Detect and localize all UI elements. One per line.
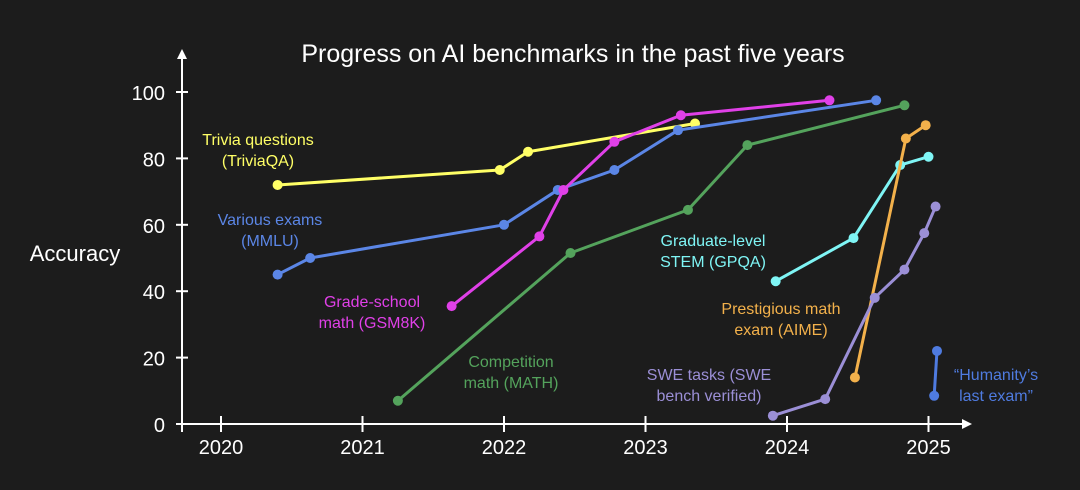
series-label: Grade-school math (GSM8K) (319, 294, 426, 332)
series-label-line: math (MATH) (464, 375, 559, 392)
data-point (675, 110, 686, 121)
x-tick-label: 2023 (623, 437, 668, 459)
data-point (272, 269, 283, 280)
x-tick-label: 2021 (340, 437, 385, 459)
series-label-line: SWE tasks (SWE (647, 367, 771, 384)
data-point (673, 125, 684, 136)
data-point (920, 120, 931, 131)
chart-title: Progress on AI benchmarks in the past fi… (301, 40, 844, 68)
data-point (534, 231, 545, 242)
data-point (899, 100, 910, 111)
data-point (272, 179, 283, 190)
y-axis-arrow (177, 49, 187, 59)
y-tick-label: 20 (143, 349, 165, 371)
y-tick-label: 80 (143, 149, 165, 171)
series-label: “Humanity’s last exam” (954, 367, 1038, 405)
data-point (899, 264, 910, 275)
series-line (450, 98, 831, 308)
series-label-line: Various exams (218, 212, 323, 229)
data-point (871, 95, 882, 106)
x-tick-label: 2022 (482, 437, 527, 459)
series-label-line: math (GSM8K) (319, 315, 426, 332)
data-point (558, 184, 569, 195)
data-point (930, 201, 941, 212)
data-point (446, 301, 457, 312)
data-point (919, 228, 930, 239)
data-point (900, 133, 911, 144)
data-point (609, 136, 620, 147)
series-labels: Trivia questions (TriviaQA) Various exams (… (202, 132, 1038, 405)
data-point (682, 204, 693, 215)
series-label-line: (TriviaQA) (222, 153, 294, 170)
data-point (824, 95, 835, 106)
series-label: Various exams (MMLU) (218, 212, 323, 250)
series-label-line: Grade-school (324, 294, 420, 311)
x-tick-label: 2025 (906, 437, 951, 459)
series-line (932, 349, 939, 398)
series-label-line: STEM (GPQA) (660, 254, 766, 271)
series-line (276, 98, 878, 277)
series-label-line: exam (AIME) (734, 322, 827, 339)
data-point (929, 390, 940, 401)
data-point (923, 151, 934, 162)
series-line (774, 155, 930, 283)
series-label-line: bench verified) (657, 388, 762, 405)
series-label: SWE tasks (SWE bench verified) (647, 367, 771, 405)
data-point (869, 292, 880, 303)
series-label-line: last exam” (959, 388, 1033, 405)
series-label-line: “Humanity’s (954, 367, 1038, 384)
series-label: Trivia questions (TriviaQA) (202, 132, 313, 170)
series-label: Graduate-level STEM (GPQA) (660, 233, 766, 271)
data-point (609, 165, 620, 176)
y-axis-title: Accuracy (30, 241, 120, 266)
data-point (931, 345, 942, 356)
y-tick-label: 40 (143, 282, 165, 304)
y-tick-label: 60 (143, 216, 165, 238)
data-point (849, 372, 860, 383)
data-point (565, 248, 576, 259)
data-point (820, 394, 831, 405)
x-axis-arrow (962, 419, 972, 429)
series-label-line: Graduate-level (661, 233, 766, 250)
series-label-line: Competition (468, 354, 553, 371)
data-point (523, 146, 534, 157)
data-point (848, 233, 859, 244)
series-label-line: (MMLU) (241, 233, 299, 250)
y-tick-label: 0 (154, 415, 165, 437)
series-line (276, 122, 697, 187)
data-point (742, 140, 753, 151)
data-point (767, 410, 778, 421)
series-layer (272, 95, 942, 421)
series-label-line: Trivia questions (202, 132, 313, 149)
data-point (499, 219, 509, 230)
ticks: 0 20 40 60 80 100 2020 2021 2022 2023 2024 2025 (132, 83, 951, 459)
series-label: Competition math (MATH) (464, 354, 559, 392)
data-point (305, 253, 316, 263)
data-point (770, 276, 781, 287)
series-label: Prestigious math exam (AIME) (721, 301, 840, 339)
data-point (494, 165, 505, 176)
data-point (392, 395, 403, 406)
axes (177, 49, 972, 432)
y-tick-label: 100 (132, 83, 165, 105)
series-label-line: Prestigious math (721, 301, 840, 318)
x-tick-label: 2020 (199, 437, 244, 459)
x-tick-label: 2024 (765, 437, 810, 459)
